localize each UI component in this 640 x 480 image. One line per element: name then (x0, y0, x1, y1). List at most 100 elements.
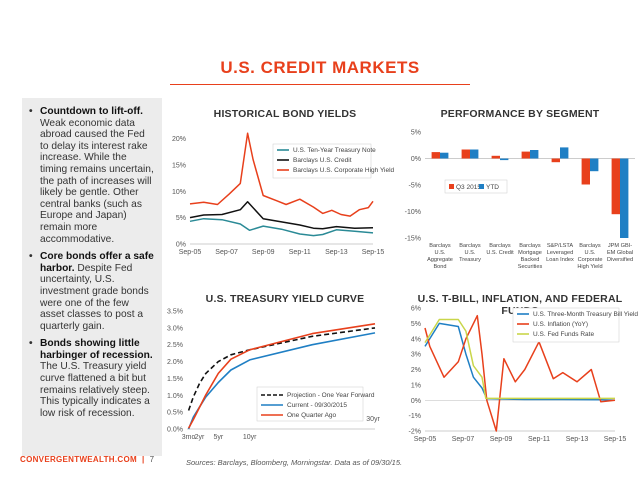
x-tick-label: Sep-07 (215, 249, 238, 256)
sidebar-bullet-1: Countdown to lift-off. Weak economic dat… (28, 106, 156, 245)
category-label: U.S. (435, 250, 446, 256)
yield-curve-title: U.S. TREASURY YIELD CURVE (205, 293, 365, 305)
category-label: Barclays (489, 243, 511, 249)
legend-box (272, 143, 372, 179)
y-tick-label: 4% (411, 336, 421, 343)
bullet-body: The U.S. Treasury yield curve flattened … (40, 361, 150, 419)
x-tick-label: 2yr (195, 434, 205, 441)
bar-ytd (500, 158, 509, 161)
category-label: EM Global (607, 250, 633, 256)
x-tick-label: Sep-15 (362, 249, 385, 256)
legend-box (444, 179, 508, 194)
y-tick-label: 0% (411, 156, 421, 163)
category-label: High Yield (577, 264, 602, 270)
category-label: U.S. Credit (486, 250, 514, 256)
legend-label: U.S. Ten-Year Treasury Note (293, 147, 376, 154)
legend-label: Q3 2015 (456, 184, 481, 191)
category-label: Aggregate (427, 257, 453, 263)
x-tick-label: Sep-09 (490, 436, 513, 443)
x-tick-label: 10yr (243, 434, 257, 441)
category-label: Barclays (519, 243, 541, 249)
legend-label: YTD (486, 184, 499, 191)
y-tick-label: 6% (411, 306, 421, 313)
yield-curve-chart: 0.0% 0.5% 1.0% 1.5% 2.0% 2.5% 3.0% 3.5% 3mo 2yr 5y… (167, 309, 380, 442)
commentary-sidebar: Countdown to lift-off. Weak economic dat… (22, 98, 162, 456)
legend-label: Projection - One Year Forward (287, 392, 375, 399)
sources-note: Sources: Barclays, Bloomberg, Morningsta… (186, 458, 403, 467)
page-number: 7 (149, 455, 155, 464)
y-tick-label: 0.0% (167, 427, 183, 434)
category-label: S&P/LSTA (547, 243, 574, 249)
y-tick-label: -10% (405, 209, 421, 216)
category-label: Corporate (578, 257, 603, 263)
y-tick-label: 10% (172, 189, 186, 196)
legend-label: Barclays U.S. Credit (293, 157, 352, 164)
bullet-body: Weak economic data abroad caused the Fed… (40, 117, 154, 245)
footer-brand: CONVERGENTWEALTH.COM | 7 (20, 455, 155, 464)
legend-label: U.S. Inflation (YoY) (533, 321, 588, 328)
series-line (424, 322, 616, 402)
bar-ytd (560, 147, 569, 159)
x-tick-label: Sep-13 (566, 436, 589, 443)
x-tick-label: Sep-11 (289, 249, 311, 256)
y-tick-label: 3.0% (167, 325, 183, 332)
bar-ytd (590, 158, 599, 172)
category-label: Barclays (579, 243, 601, 249)
legend-swatch (449, 184, 454, 189)
bullet-body: Despite Fed uncertainty, U.S. investment… (40, 262, 149, 332)
bar-q3-2015 (461, 149, 470, 159)
bar-q3-2015 (491, 155, 500, 159)
category-label: Barclays (459, 243, 481, 249)
legend-label: One Quarter Ago (287, 412, 337, 419)
bar-q3-2015 (521, 151, 530, 159)
series-line (189, 201, 374, 230)
x-tick-label: Sep-05 (414, 436, 437, 443)
y-tick-label: -2% (409, 429, 421, 436)
bar-ytd (620, 158, 629, 238)
y-tick-label: 1.5% (167, 376, 183, 383)
y-tick-label: 0% (411, 398, 421, 405)
x-end-label: 30yr (366, 416, 380, 423)
category-label: Mortgage (518, 250, 542, 256)
category-label: JPM GBI- (608, 243, 632, 249)
y-tick-label: 2% (411, 367, 421, 374)
x-tick-label: Sep-13 (325, 249, 348, 256)
series-line (189, 132, 374, 217)
sidebar-bullet-2: Core bonds offer a safe harbor. Despite … (28, 251, 156, 332)
category-label: U.S. (585, 250, 596, 256)
bar-q3-2015 (551, 158, 560, 163)
category-label: Backed (521, 257, 540, 263)
category-label: Securities (518, 264, 543, 270)
legend-label: U.S. Fed Funds Rate (533, 331, 594, 338)
y-tick-label: 2.5% (167, 342, 183, 349)
legend-box (512, 307, 620, 343)
x-tick-label: Sep-07 (452, 436, 475, 443)
performance-title: PERFORMANCE BY SEGMENT (440, 108, 600, 120)
series-line (187, 323, 376, 429)
x-tick-label: Sep-11 (528, 436, 550, 443)
y-tick-label: 3.5% (167, 309, 183, 316)
y-tick-label: 1% (411, 382, 421, 389)
y-tick-label: 5% (411, 321, 421, 328)
x-tick-label: Sep-15 (604, 436, 627, 443)
bar-ytd (470, 149, 479, 159)
bullet-heading: Core bonds offer a safe harbor. (40, 251, 154, 274)
historical-yields-title: HISTORICAL BOND YIELDS (213, 108, 357, 120)
bar-q3-2015 (431, 152, 440, 159)
bar-ytd (530, 150, 539, 159)
series-line (424, 318, 615, 400)
y-tick-label: 0.5% (167, 410, 183, 417)
x-tick-label: Sep-05 (179, 249, 202, 256)
title-rule (170, 84, 470, 85)
y-tick-label: 5% (411, 130, 421, 137)
legend-label: Current - 09/30/2015 (287, 402, 347, 409)
legend-label: Barclays U.S. Corporate High Yield (293, 167, 395, 174)
x-tick-label: 3mo (182, 434, 196, 441)
category-label: Treasury (459, 257, 481, 263)
y-tick-label: 0% (176, 242, 186, 249)
bullet-heading: Countdown to lift-off. (40, 106, 143, 117)
y-tick-label: 5% (176, 215, 186, 222)
y-tick-label: 3% (411, 352, 421, 359)
y-tick-label: -5% (409, 183, 421, 190)
series-line (187, 327, 376, 411)
